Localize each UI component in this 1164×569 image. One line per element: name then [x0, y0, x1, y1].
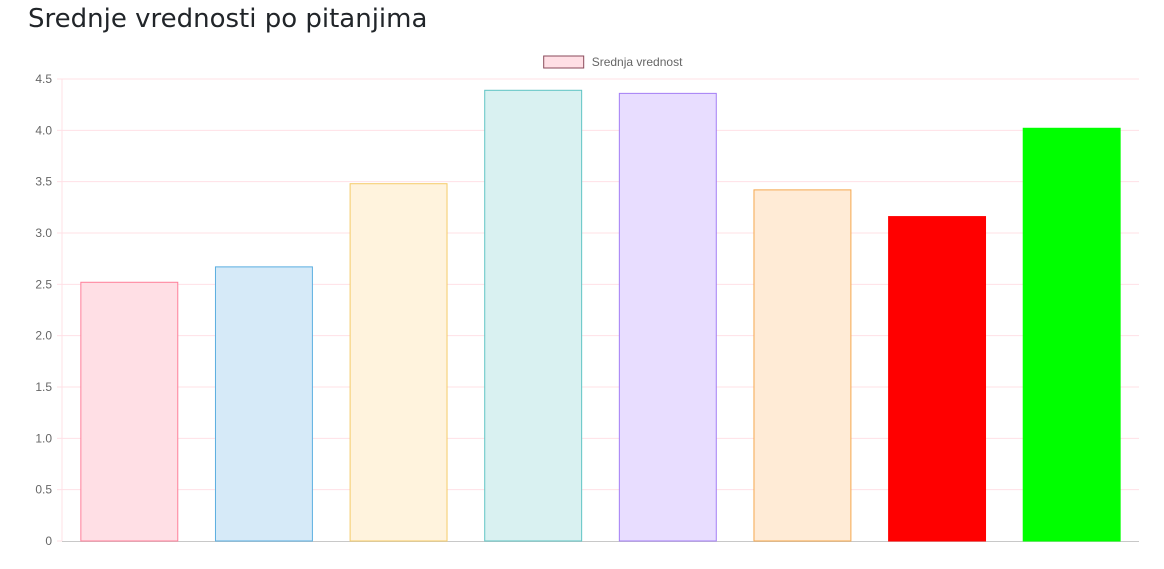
- bar[interactable]: [80, 281, 179, 542]
- bars: [80, 89, 1121, 542]
- y-axis-ticks: 0 0.5 1.0 1.5 2.0 2.5 3.0 3.5 4.0 4.5: [35, 72, 62, 548]
- y-tick-label: 1.0: [35, 431, 52, 445]
- y-tick-label: 3.5: [35, 175, 52, 189]
- bar[interactable]: [753, 189, 852, 542]
- bar[interactable]: [1022, 127, 1121, 542]
- legend-swatch[interactable]: [543, 55, 585, 69]
- page-title: Srednje vrednosti po pitanjima: [28, 4, 428, 34]
- y-tick-label: 4.0: [35, 123, 52, 137]
- y-tick-label: 0.5: [35, 483, 52, 497]
- y-tick-label: 2.0: [35, 329, 52, 343]
- bar[interactable]: [214, 266, 313, 542]
- y-tick-label: 4.5: [35, 72, 52, 86]
- bar[interactable]: [888, 216, 987, 542]
- legend-label[interactable]: Srednja vrednost: [592, 55, 683, 69]
- bar[interactable]: [618, 92, 717, 542]
- bar[interactable]: [484, 89, 583, 542]
- legend[interactable]: Srednja vrednost: [543, 55, 683, 69]
- bar[interactable]: [349, 183, 448, 542]
- y-tick-label: 2.5: [35, 277, 52, 291]
- y-tick-label: 0: [45, 534, 52, 548]
- y-tick-label: 3.0: [35, 226, 52, 240]
- y-tick-label: 1.5: [35, 380, 52, 394]
